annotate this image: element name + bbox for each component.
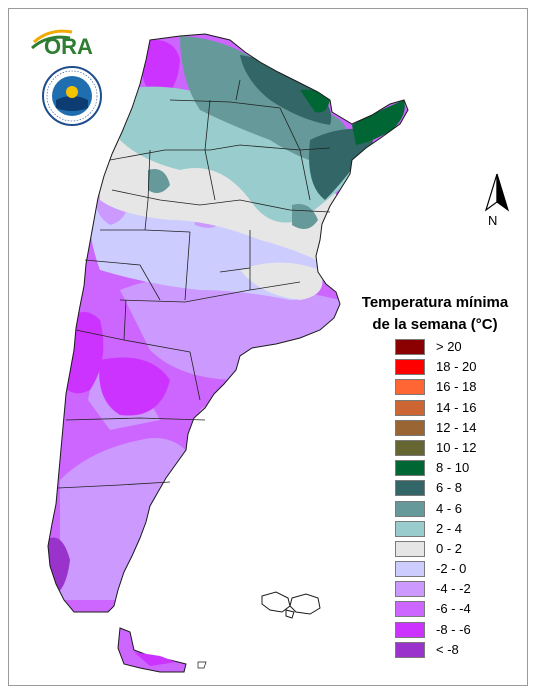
legend-swatch xyxy=(395,379,425,396)
legend-label: 16 - 18 xyxy=(436,379,477,395)
legend-label: 12 - 14 xyxy=(436,419,477,435)
legend-swatch xyxy=(395,480,425,497)
legend-swatch xyxy=(395,419,425,436)
smn-seal-icon xyxy=(42,66,102,126)
legend-swatch xyxy=(395,339,425,355)
legend-label: 14 - 16 xyxy=(436,399,477,415)
legend-swatch xyxy=(395,359,425,376)
legend-swatch xyxy=(395,540,425,557)
legend-swatch xyxy=(395,641,425,658)
legend-label: 6 - 8 xyxy=(436,480,463,496)
legend-swatch xyxy=(395,460,425,477)
legend-label: -8 - -6 xyxy=(436,621,471,637)
legend-label: 4 - 6 xyxy=(436,500,463,516)
legend-label: < -8 xyxy=(436,641,459,657)
legend-swatch xyxy=(395,601,425,618)
north-arrow-icon xyxy=(484,173,510,212)
legend-swatch xyxy=(395,520,425,537)
legend-label: -2 - 0 xyxy=(436,561,467,577)
ora-logo: ORA xyxy=(31,29,93,59)
legend-label: -4 - -2 xyxy=(436,581,471,597)
legend-title: Temperatura mínima de la semana (°C) xyxy=(340,292,530,336)
logo-text: ORA xyxy=(44,34,93,59)
legend-label: 0 - 2 xyxy=(436,540,463,556)
legend-title-line2: de la semana (°C) xyxy=(372,316,498,333)
legend-label: > 20 xyxy=(436,339,462,354)
legend-swatch xyxy=(395,621,425,638)
legend-title-line1: Temperatura mínima xyxy=(361,294,509,311)
legend-label: 2 - 4 xyxy=(436,520,463,536)
legend-label: -6 - -4 xyxy=(436,601,471,617)
legend-swatch xyxy=(395,399,425,416)
legend-swatch xyxy=(395,500,425,517)
legend-swatch xyxy=(395,581,425,598)
legend-swatch xyxy=(395,561,425,578)
legend-label: 10 - 12 xyxy=(436,439,477,455)
legend-label: 18 - 20 xyxy=(436,359,477,375)
north-label: N xyxy=(488,213,498,228)
legend-label: 8 - 10 xyxy=(436,460,470,476)
legend-swatch xyxy=(395,439,425,456)
